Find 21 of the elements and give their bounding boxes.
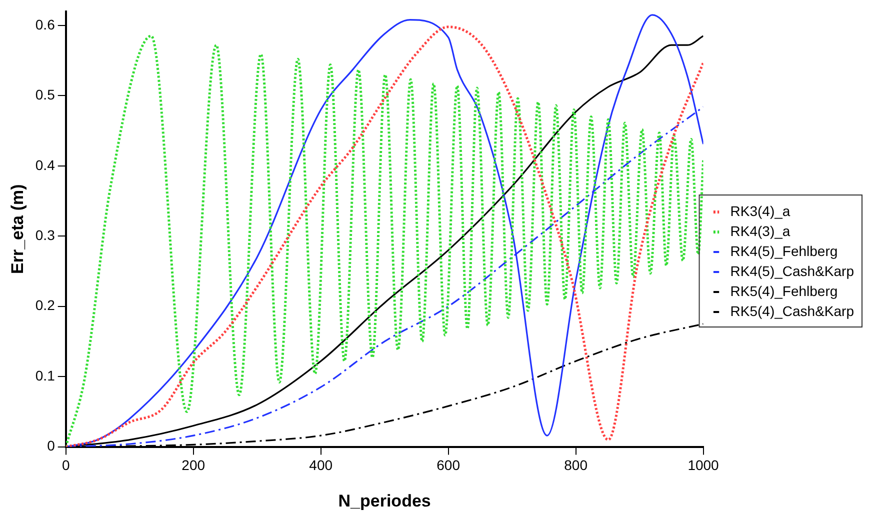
y-tick-label: 0.6 <box>35 16 56 32</box>
x-tick-label: 0 <box>62 457 70 474</box>
legend-label: RK5(4)_Fehlberg <box>730 282 838 299</box>
x-tick-label: 400 <box>309 457 333 474</box>
legend-label: RK4(5)_Cash&Karp <box>730 262 854 279</box>
y-tick-label: 0.5 <box>35 86 56 103</box>
y-tick-label: 0.4 <box>35 156 56 173</box>
y-tick-label: 0 <box>47 438 56 454</box>
x-tick-label: 800 <box>564 457 588 474</box>
y-tick-label: 0.1 <box>35 367 56 384</box>
legend-label: RK3(4)_a <box>730 202 790 219</box>
x-tick-label: 1000 <box>688 457 720 474</box>
x-tick-label: 200 <box>182 457 206 474</box>
y-tick-label: 0.3 <box>35 226 56 243</box>
x-tick-label: 600 <box>436 457 460 474</box>
x-axis-title: N_periodes <box>338 491 431 510</box>
legend-label: RK4(3)_a <box>730 222 790 239</box>
legend-label: RK4(5)_Fehlberg <box>730 242 838 259</box>
legend-label: RK5(4)_Cash&Karp <box>730 302 854 319</box>
y-axis-title: Err_eta (m) <box>8 184 27 274</box>
y-tick-label: 0.2 <box>35 297 56 314</box>
